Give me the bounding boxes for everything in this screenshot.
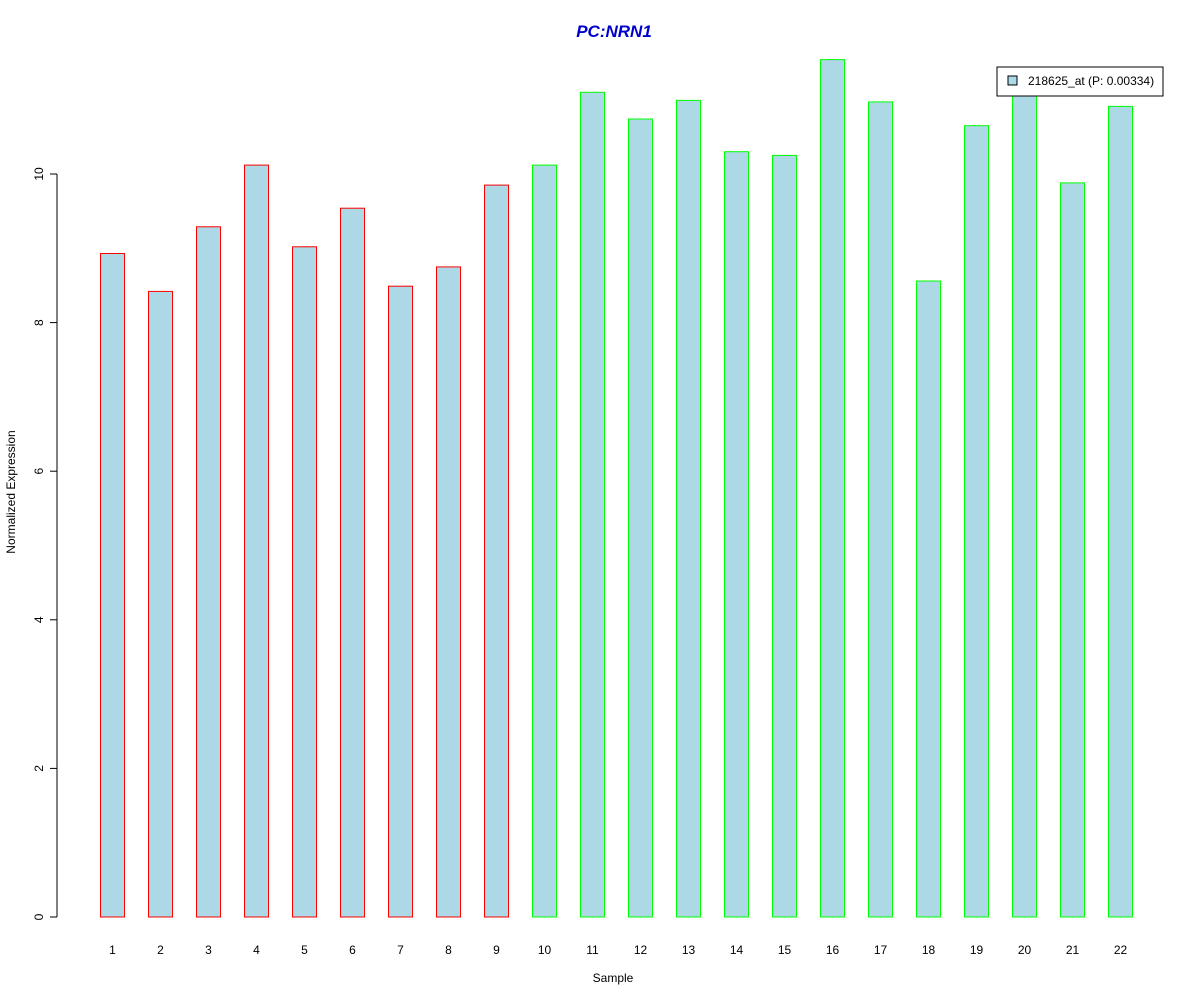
x-tick-label: 11 — [586, 943, 599, 957]
legend-box — [996, 66, 1164, 97]
x-tick-label: 7 — [397, 943, 404, 957]
x-tick-label: 13 — [682, 943, 696, 957]
x-tick-label: 19 — [970, 943, 984, 957]
x-tick-label: 20 — [1018, 943, 1032, 957]
y-tick-label: 8 — [32, 319, 46, 326]
x-axis-label: Sample — [593, 971, 634, 985]
y-tick-label: 10 — [32, 167, 46, 181]
x-tick-label: 15 — [778, 943, 792, 957]
x-tick-label: 10 — [538, 943, 552, 957]
bar-sample-5 — [292, 246, 317, 918]
y-tick-label: 6 — [32, 468, 46, 475]
y-tick-label: 4 — [32, 616, 46, 623]
bar-sample-13 — [676, 99, 701, 918]
x-tick-label: 9 — [493, 943, 500, 957]
bar-sample-9 — [484, 184, 509, 918]
x-tick-label: 6 — [349, 943, 356, 957]
legend-swatch — [1007, 75, 1018, 86]
bar-sample-14 — [724, 151, 749, 918]
bar-sample-10 — [532, 164, 557, 918]
x-tick-label: 4 — [253, 943, 260, 957]
x-tick-label: 16 — [826, 943, 840, 957]
y-axis: 0 2 4 6 8 10 — [32, 167, 58, 920]
bar-sample-4 — [244, 164, 269, 918]
bar-sample-19 — [964, 125, 989, 918]
bar-sample-16 — [820, 59, 845, 918]
bar-sample-7 — [388, 285, 413, 918]
bar-sample-12 — [628, 118, 653, 918]
x-tick-label: 5 — [301, 943, 308, 957]
bar-sample-6 — [340, 207, 365, 918]
y-axis-label: Normalized Expression — [4, 430, 18, 553]
bars-group — [100, 59, 1133, 918]
x-tick-label: 21 — [1066, 943, 1080, 957]
bar-sample-17 — [868, 101, 893, 918]
x-tick-label: 12 — [634, 943, 648, 957]
bar-sample-18 — [916, 280, 941, 918]
y-tick-label: 0 — [32, 913, 46, 920]
chart-title: PC:NRN1 — [576, 22, 652, 41]
bar-sample-21 — [1060, 182, 1085, 918]
x-tick-label: 17 — [874, 943, 888, 957]
x-tick-label: 1 — [109, 943, 116, 957]
bar-sample-3 — [196, 226, 221, 918]
bar-sample-8 — [436, 266, 461, 918]
bar-sample-20 — [1012, 88, 1037, 918]
x-tick-label: 2 — [157, 943, 164, 957]
x-axis-labels: 1 2 3 4 5 6 7 8 9 10 11 12 13 14 15 16 17 18 19 20 21 22 — [109, 943, 1127, 957]
x-tick-label: 3 — [205, 943, 212, 957]
bar-sample-15 — [772, 154, 797, 918]
legend-label: 218625_at (P: 0.00334) — [1028, 74, 1154, 88]
bar-sample-11 — [580, 91, 605, 918]
y-tick-label: 2 — [32, 765, 46, 772]
legend: 218625_at (P: 0.00334) — [996, 66, 1164, 97]
x-tick-label: 8 — [445, 943, 452, 957]
bar-sample-22 — [1108, 105, 1133, 918]
bar-sample-2 — [148, 290, 173, 918]
x-tick-label: 14 — [730, 943, 744, 957]
x-tick-label: 18 — [922, 943, 936, 957]
x-tick-label: 22 — [1114, 943, 1128, 957]
bar-sample-1 — [100, 253, 125, 918]
